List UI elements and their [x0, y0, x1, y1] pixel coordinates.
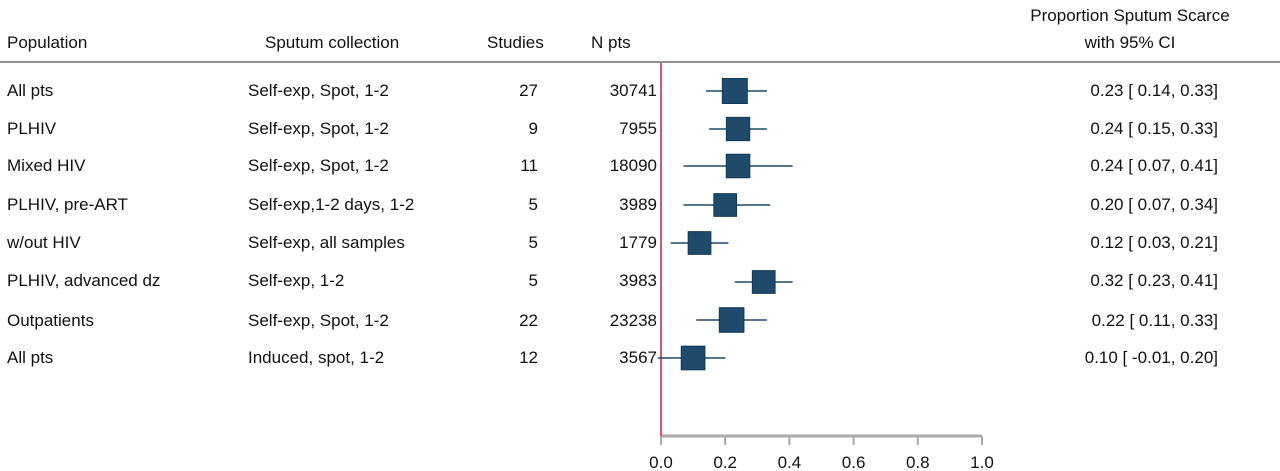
row-n-pts: 23238 [609, 311, 657, 330]
row-n-pts: 3983 [619, 271, 657, 290]
header-population: Population [7, 33, 88, 52]
row-n-pts: 3567 [619, 348, 657, 367]
x-tick-label: 0.6 [842, 453, 866, 471]
row-studies: 27 [519, 81, 538, 100]
estimate-marker [680, 345, 706, 371]
row-estimate-ci: 0.12 [ 0.03, 0.21] [1090, 233, 1218, 252]
header-studies: Studies [487, 33, 544, 52]
estimate-marker [725, 116, 751, 142]
estimate-marker [718, 307, 745, 333]
row-estimate-ci: 0.22 [ 0.11, 0.33] [1091, 311, 1218, 330]
row-population: All pts [7, 81, 54, 100]
row-sputum-collection: Self-exp, Spot, 1-2 [248, 119, 389, 138]
row-studies: 11 [520, 156, 538, 175]
row-studies: 5 [528, 195, 538, 214]
estimate-marker [687, 231, 712, 255]
row-estimate-ci: 0.24 [ 0.15, 0.33] [1090, 119, 1218, 138]
estimate-marker [721, 78, 748, 104]
row-n-pts: 1779 [619, 233, 657, 252]
x-tick-label: 0.2 [713, 453, 737, 471]
row-sputum-collection: Self-exp,1-2 days, 1-2 [248, 195, 415, 214]
row-estimate-ci: 0.24 [ 0.07, 0.41] [1090, 156, 1218, 175]
row-population: PLHIV, pre-ART [7, 195, 128, 214]
row-estimate-ci: 0.10 [ -0.01, 0.20] [1084, 348, 1218, 367]
x-tick-label: 1.0 [970, 453, 994, 471]
row-n-pts: 7955 [619, 119, 657, 138]
row-population: w/out HIV [7, 233, 81, 252]
estimate-marker [725, 153, 751, 179]
header-estimate-line2: with 95% CI [1084, 33, 1176, 52]
estimate-marker [751, 270, 776, 294]
x-tick-label: 0.4 [778, 453, 802, 471]
header-sputum-collection: Sputum collection [265, 33, 400, 52]
x-tick-label: 0.8 [906, 453, 930, 471]
row-studies: 12 [519, 348, 538, 367]
row-sputum-collection: Self-exp, Spot, 1-2 [248, 311, 389, 330]
row-estimate-ci: 0.20 [ 0.07, 0.34] [1090, 195, 1218, 214]
row-population: All pts [7, 348, 54, 367]
row-studies: 22 [519, 311, 538, 330]
row-sputum-collection: Self-exp, Spot, 1-2 [248, 156, 389, 175]
row-population: PLHIV, advanced dz [7, 271, 161, 290]
row-estimate-ci: 0.32 [ 0.23, 0.41] [1090, 271, 1218, 290]
header-estimate-line1: Proportion Sputum Scarce [1030, 6, 1230, 25]
row-sputum-collection: Self-exp, all samples [248, 233, 405, 252]
row-population: Mixed HIV [7, 156, 86, 175]
row-population: PLHIV [7, 119, 57, 138]
x-tick-label: 0.0 [649, 453, 673, 471]
row-sputum-collection: Self-exp, 1-2 [248, 271, 345, 290]
row-n-pts: 18090 [609, 156, 657, 175]
row-n-pts: 3989 [619, 195, 657, 214]
row-estimate-ci: 0.23 [ 0.14, 0.33] [1090, 81, 1218, 100]
row-sputum-collection: Self-exp, Spot, 1-2 [248, 81, 389, 100]
row-sputum-collection: Induced, spot, 1-2 [248, 348, 385, 367]
row-studies: 9 [528, 119, 538, 138]
row-studies: 5 [528, 233, 538, 252]
row-population: Outpatients [7, 311, 94, 330]
estimate-marker [713, 193, 738, 217]
row-n-pts: 30741 [609, 81, 657, 100]
row-studies: 5 [528, 271, 538, 290]
header-n-pts: N pts [591, 33, 631, 52]
